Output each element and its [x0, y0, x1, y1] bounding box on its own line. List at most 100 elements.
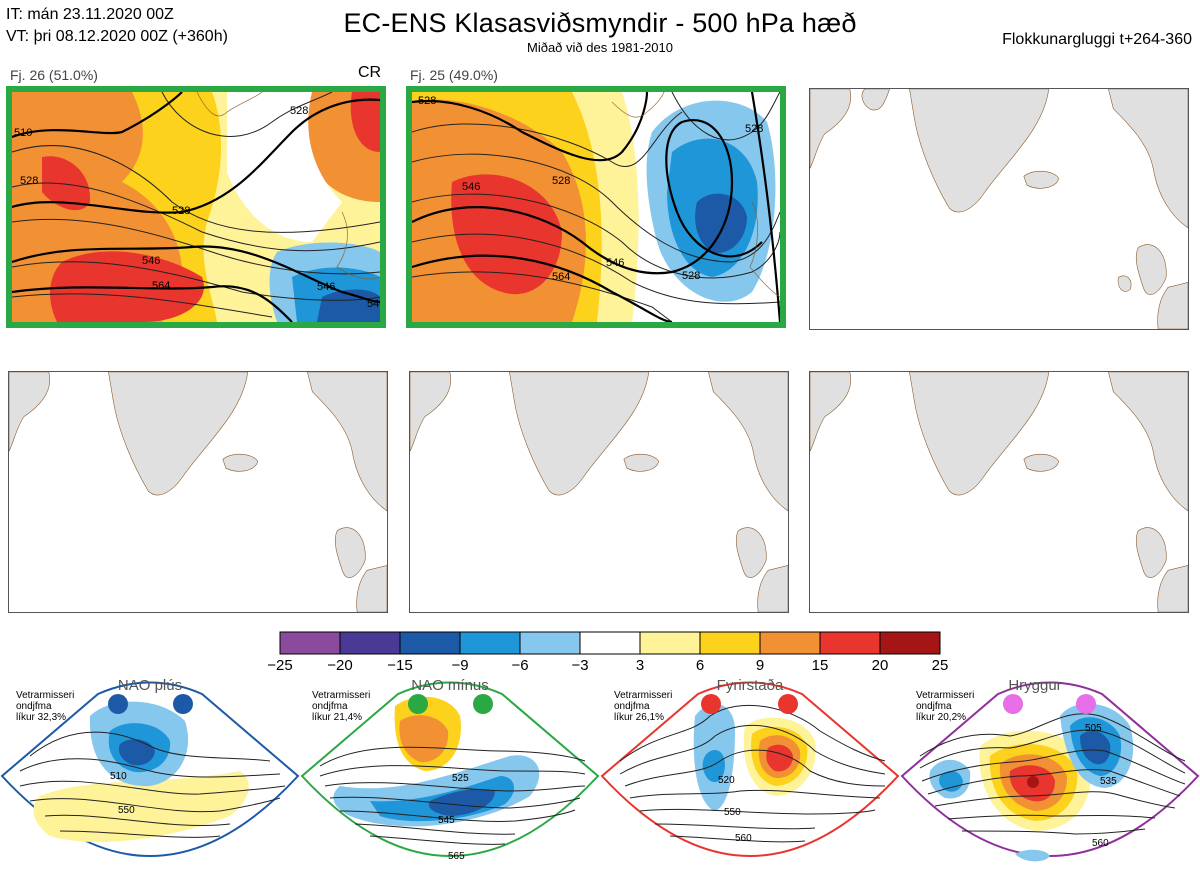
- regime-panels: 510 550 NAO plús Vetrarmisseri ondjfma l…: [0, 677, 1200, 862]
- regime-contour-label: 560: [1092, 838, 1109, 849]
- colorbar-tick-label: −20: [327, 657, 352, 674]
- colorbar-swatch: [699, 631, 761, 655]
- colorbar-swatch: [879, 631, 941, 655]
- regime-contour-label: 565: [448, 851, 465, 862]
- cluster-2-contour-label: 528: [682, 270, 700, 282]
- cluster-1-contour-label: 546: [367, 298, 380, 310]
- regime-contour-label: 560: [735, 833, 752, 844]
- regime-contour-label: 525: [452, 773, 469, 784]
- regime-contour-label: 550: [118, 805, 135, 816]
- regime-note: ondjfma: [16, 701, 52, 712]
- colorbar-tick-label: −6: [511, 657, 528, 674]
- colorbar-swatch: [519, 631, 581, 655]
- regime-note: Vetrarmisseri: [916, 690, 974, 701]
- colorbar-tick-label: −25: [267, 657, 292, 674]
- regime-note: líkur 32,3%: [16, 712, 66, 723]
- regime-note: Vetrarmisseri: [16, 690, 74, 701]
- empty-map-panel-3: [809, 88, 1189, 330]
- cluster-2-contour-label: 528: [418, 95, 436, 107]
- cluster-2-contour-label: 528: [552, 175, 570, 187]
- regime-contour-label: 545: [438, 815, 455, 826]
- regime-marker-dot: [778, 694, 798, 714]
- colorbar-tick-label: −15: [387, 657, 412, 674]
- regime-note: líkur 26,1%: [614, 712, 664, 723]
- regime-note: Vetrarmisseri: [614, 690, 672, 701]
- colorbar-tick-label: 9: [756, 657, 764, 674]
- regime-contour-label: 520: [718, 775, 735, 786]
- regime-note: ondjfma: [916, 701, 952, 712]
- cluster-1-contour-label: 528: [20, 175, 38, 187]
- cluster-2-anomaly-svg: 528 546 528 564 546 528 528: [412, 92, 780, 322]
- regime-marker-dot: [473, 694, 493, 714]
- regime-blocking[interactable]: 520 550 560 Fyrirstaða Vetrarmisseri ond…: [600, 677, 900, 857]
- regime-marker-dot: [173, 694, 193, 714]
- colorbar: −25 −20 −15 −9 −6 −3 3 6 9 15 20 25: [267, 631, 948, 674]
- colorbar-tick-label: 3: [636, 657, 644, 674]
- regime-note: líkur 20,2%: [916, 712, 966, 723]
- cluster-2-label: Fj. 25 (49.0%): [410, 67, 498, 83]
- regime-nao-minus[interactable]: 525 545 565 NAO mínus Vetrarmisseri ondj…: [300, 677, 600, 862]
- cluster-1-contour-label: 564: [152, 280, 170, 292]
- colorbar-tick-label: 25: [932, 657, 949, 674]
- cluster-2-contour-label: 546: [462, 181, 480, 193]
- colorbar-swatch: [399, 631, 461, 655]
- regime-marker-dot: [1003, 694, 1023, 714]
- cluster-2-contour-label: 528: [745, 123, 763, 135]
- colorbar-swatch: [639, 631, 701, 655]
- regime-title: Fyrirstaða: [717, 677, 784, 694]
- regime-contour-label: 535: [1100, 776, 1117, 787]
- header-info: IT: mán 23.11.2020 00Z VT: þri 08.12.202…: [6, 4, 228, 48]
- cluster-1-contour-label: 546: [142, 255, 160, 267]
- empty-map-panel-4: [8, 371, 388, 613]
- regime-contour-label: 550: [724, 807, 741, 818]
- colorbar-swatch: [459, 631, 521, 655]
- colorbar-tick-label: −9: [451, 657, 468, 674]
- colorbar-ticks: −25 −20 −15 −9 −6 −3 3 6 9 15 20 25: [267, 657, 948, 674]
- regime-contour-label: 510: [110, 771, 127, 782]
- regime-contour-label: 505: [1085, 723, 1102, 734]
- regime-marker-dot: [701, 694, 721, 714]
- colorbar-swatch: [759, 631, 821, 655]
- land-outline-svg: [410, 372, 788, 612]
- regime-note: Vetrarmisseri: [312, 690, 370, 701]
- cluster-1-contour-label: 510: [14, 127, 32, 139]
- cluster-2-contour-label: 564: [552, 271, 570, 283]
- cluster-1-anomaly-svg: 510 528 528 546 564 528 546 546: [12, 92, 380, 322]
- cluster-2-contour-label: 546: [606, 257, 624, 269]
- regime-title: Hryggur: [1008, 677, 1061, 694]
- regime-marker-dot: [408, 694, 428, 714]
- cluster-1-map[interactable]: 510 528 528 546 564 528 546 546: [6, 86, 386, 328]
- cluster-1-contour-label: 528: [172, 205, 190, 217]
- regime-title: NAO plús: [118, 677, 182, 694]
- colorbar-tick-label: 20: [872, 657, 889, 674]
- cluster-2-map[interactable]: 528 546 528 564 546 528 528: [406, 86, 786, 328]
- land-outline-svg: [810, 89, 1188, 329]
- colorbar-boxes: [279, 631, 941, 655]
- regime-title: NAO mínus: [411, 677, 489, 694]
- colorbar-swatch: [819, 631, 881, 655]
- regime-nao-plus[interactable]: 510 550 NAO plús Vetrarmisseri ondjfma l…: [0, 677, 300, 857]
- cluster-1-tag: CR: [358, 64, 382, 81]
- land-outline-svg: [810, 372, 1188, 612]
- regime-marker-dot: [1076, 694, 1096, 714]
- colorbar-swatch: [579, 631, 641, 655]
- colorbar-swatch: [339, 631, 401, 655]
- regime-note: ondjfma: [614, 701, 650, 712]
- cluster-1-contour-label: 528: [290, 105, 308, 117]
- initial-time: IT: mán 23.11.2020 00Z: [6, 6, 174, 23]
- land-outline-svg: [9, 372, 387, 612]
- cluster-1-label: Fj. 26 (51.0%): [10, 67, 98, 83]
- colorbar-tick-label: 6: [696, 657, 704, 674]
- regime-marker-dot: [108, 694, 128, 714]
- regime-note: líkur 21,4%: [312, 712, 362, 723]
- colorbar-tick-label: −3: [571, 657, 588, 674]
- colorbar-tick-label: 15: [812, 657, 829, 674]
- colorbar-swatch: [279, 631, 341, 655]
- page-subtitle: Miðað við des 1981-2010: [527, 40, 673, 55]
- classification-window: Flokkunargluggi t+264-360: [1002, 31, 1192, 48]
- page-title: EC-ENS Klasasviðsmyndir - 500 hPa hæð: [343, 8, 857, 38]
- empty-map-panel-5: [409, 371, 789, 613]
- valid-time: VT: þri 08.12.2020 00Z (+360h): [6, 28, 228, 45]
- regime-ridge[interactable]: 505 535 560 Hryggur Vetrarmisseri ondjfm…: [900, 677, 1200, 862]
- cluster-1-contour-label: 546: [317, 281, 335, 293]
